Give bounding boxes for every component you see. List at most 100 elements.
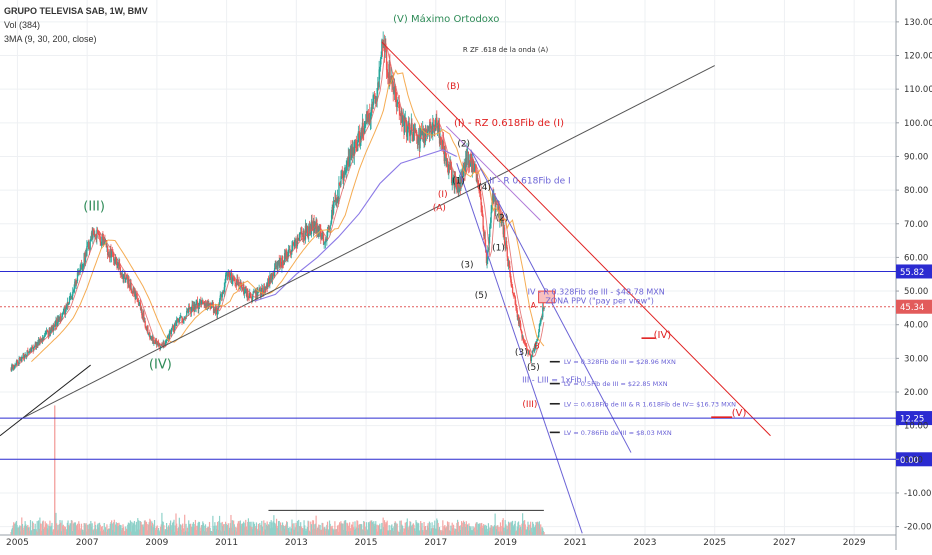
candle-body	[198, 303, 201, 307]
candle-body	[432, 124, 435, 127]
candle-body	[516, 310, 518, 317]
candle-body	[39, 339, 42, 341]
volume-bar	[532, 523, 534, 535]
volume-bar	[530, 521, 532, 535]
volume-bar	[383, 527, 385, 535]
volume-bar	[175, 513, 177, 535]
volume-bar	[68, 525, 70, 535]
candle-body	[284, 253, 286, 262]
candle-body	[44, 333, 46, 336]
volume-bar	[97, 523, 99, 535]
volume-bar	[109, 523, 111, 535]
volume-bar	[334, 530, 337, 535]
candle-body	[513, 295, 516, 297]
volume-bar	[306, 530, 308, 535]
candle-body	[322, 234, 324, 237]
volume-bar	[432, 528, 435, 535]
candle-body	[310, 220, 313, 234]
candle-body	[306, 225, 309, 234]
volume-bar	[57, 524, 59, 535]
candle-body	[462, 168, 464, 177]
candle-body	[238, 281, 240, 289]
volume-bar	[498, 527, 500, 535]
volume-bar	[106, 524, 108, 535]
volume-bar	[387, 530, 389, 535]
candle-body	[42, 337, 44, 340]
candle-body	[298, 237, 301, 241]
candle-body	[454, 178, 457, 181]
candle-body	[220, 294, 222, 296]
volume-bar	[479, 523, 481, 535]
volume-bar	[211, 531, 213, 535]
volume-bar	[310, 521, 312, 535]
volume-spike-bar	[54, 405, 56, 535]
volume-bar	[127, 522, 129, 535]
volume-bar	[58, 523, 60, 535]
candle-body	[174, 323, 176, 331]
volume-bar	[259, 522, 261, 535]
volume-bar	[451, 522, 453, 535]
volume-bar	[48, 529, 50, 535]
volume-bar	[121, 527, 123, 535]
candle-body	[340, 176, 342, 186]
volume-bar	[159, 526, 162, 535]
volume-bar	[275, 518, 278, 535]
candle-body	[335, 197, 337, 202]
candle-body	[460, 176, 462, 189]
price-tick-label: 0.00	[904, 455, 923, 465]
volume-bar	[212, 528, 215, 535]
volume-bar	[337, 531, 339, 535]
volume-bar	[349, 528, 351, 535]
candle-body	[153, 342, 156, 344]
time-tick-label: 2029	[843, 538, 866, 548]
volume-bar	[495, 526, 497, 535]
volume-bar	[183, 531, 185, 535]
volume-bar	[222, 524, 225, 535]
candle-body	[236, 279, 238, 285]
candle-body	[296, 237, 299, 247]
volume-bar	[445, 527, 447, 535]
price-tick-label: 120.00	[904, 52, 932, 62]
candle-body	[245, 290, 248, 297]
candle-body	[405, 118, 407, 123]
trendline	[445, 125, 541, 221]
volume-bar	[361, 529, 363, 535]
candle-body	[58, 316, 60, 322]
candle-body	[96, 229, 99, 232]
volume-bar	[176, 523, 178, 535]
volume-bar	[351, 524, 353, 535]
candle-body	[210, 306, 212, 308]
candle-body	[326, 229, 329, 237]
volume-bar	[477, 529, 479, 535]
volume-bar	[407, 527, 409, 535]
volume-bar	[486, 531, 488, 535]
volume-bar	[322, 529, 325, 535]
volume-bar	[437, 522, 439, 535]
candle-body	[323, 242, 325, 245]
volume-bar	[339, 523, 341, 535]
volume-bar	[265, 529, 267, 535]
candle-body	[119, 267, 122, 275]
volume-bar	[74, 522, 77, 535]
candle-body	[275, 266, 278, 268]
volume-bar	[532, 521, 534, 535]
volume-bar	[398, 531, 400, 535]
candle-body	[430, 126, 433, 135]
candle-body	[90, 232, 93, 237]
candle-body	[47, 332, 49, 334]
candle-body	[408, 122, 410, 127]
volume-bar	[234, 530, 236, 535]
volume-bar	[30, 530, 32, 535]
volume-bar	[256, 530, 258, 535]
volume-bar	[401, 524, 403, 535]
candle-body	[530, 356, 533, 361]
volume-bar	[312, 520, 315, 535]
volume-bar	[480, 523, 482, 535]
candle-body	[98, 234, 101, 237]
volume-bar	[134, 524, 136, 535]
volume-bar	[458, 531, 460, 535]
candle-body	[505, 240, 508, 248]
candle-body	[511, 285, 513, 287]
